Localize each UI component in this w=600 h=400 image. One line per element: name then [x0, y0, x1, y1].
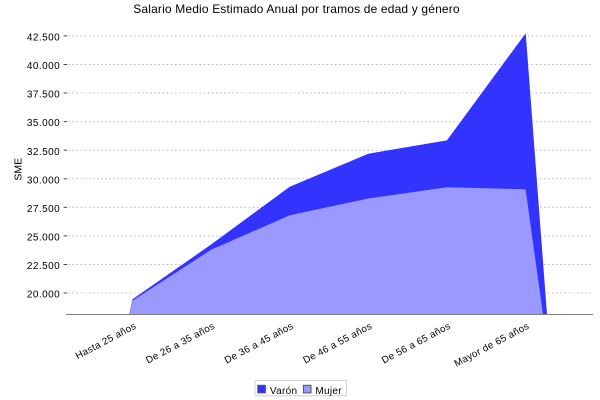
svg-text:37.500: 37.500 [27, 90, 60, 101]
svg-text:20.000: 20.000 [27, 290, 60, 301]
svg-text:27.500: 27.500 [27, 204, 60, 215]
svg-text:40.000: 40.000 [27, 61, 60, 72]
svg-text:42.500: 42.500 [27, 33, 60, 44]
svg-text:SME: SME [12, 158, 24, 181]
svg-text:32.500: 32.500 [27, 147, 60, 158]
svg-text:25.000: 25.000 [27, 233, 60, 244]
svg-text:Mujer: Mujer [315, 386, 342, 397]
svg-text:22.500: 22.500 [27, 261, 60, 272]
svg-text:35.000: 35.000 [27, 118, 60, 129]
svg-text:30.000: 30.000 [27, 175, 60, 186]
svg-text:Varón: Varón [270, 386, 297, 397]
svg-text:Salario Medio Estimado Anual p: Salario Medio Estimado Anual por tramos … [133, 2, 460, 16]
